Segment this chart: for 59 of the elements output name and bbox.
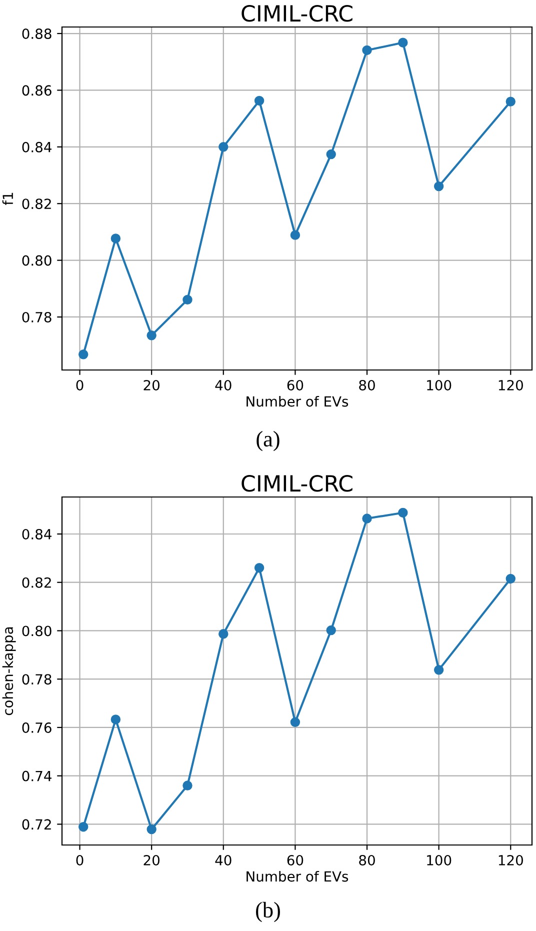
point	[218, 629, 228, 639]
point	[254, 96, 264, 106]
point	[254, 562, 264, 573]
point	[506, 96, 516, 106]
x-tick-label: 20	[144, 854, 160, 866]
x-tick-label: 80	[359, 854, 375, 866]
y-tick-label: 0.84	[22, 528, 52, 540]
point	[398, 508, 408, 518]
point	[146, 330, 156, 340]
point	[398, 38, 408, 48]
y-tick-label: 0.76	[22, 722, 52, 733]
chart-title: CIMIL-CRC	[242, 474, 352, 492]
point	[290, 230, 300, 240]
chart-title: CIMIL-CRC	[242, 4, 352, 22]
x-tick-label: 40	[215, 854, 232, 866]
x-axis-title: Number of EVs	[246, 396, 348, 407]
y-tick-label: 0.72	[22, 819, 51, 830]
y-tick-label: 0.80	[22, 255, 52, 266]
point	[326, 625, 336, 636]
point	[362, 45, 372, 56]
x-tick-label: 0	[76, 854, 84, 866]
x-tick-label: 0	[76, 380, 84, 390]
y-axis-title: cohen-kappa	[2, 627, 16, 716]
point	[434, 181, 444, 192]
y-tick-label: 0.82	[22, 577, 51, 588]
y-tick-label: 0.84	[22, 142, 52, 152]
point	[326, 149, 336, 160]
point	[110, 234, 121, 244]
point	[78, 822, 88, 832]
y-tick-label: 0.74	[22, 770, 52, 782]
x-tick-label: 120	[498, 380, 523, 390]
y-tick-label: 0.86	[22, 85, 52, 96]
x-tick-label: 60	[287, 380, 304, 390]
text: (b)	[256, 902, 280, 922]
x-tick-label: 80	[359, 380, 375, 390]
y-tick-label: 0.78	[22, 312, 52, 322]
x-tick-label: 100	[427, 854, 452, 866]
point	[182, 780, 192, 790]
x-tick-label: 100	[427, 380, 452, 390]
x-tick-label: 60	[287, 854, 304, 866]
point	[434, 665, 444, 675]
y-tick-label: 0.78	[22, 674, 52, 685]
y-tick-label: 0.82	[22, 198, 51, 210]
point	[78, 350, 88, 360]
point	[506, 574, 516, 584]
y-axis-title: f1	[2, 192, 13, 206]
point	[362, 514, 372, 524]
y-tick-label: 0.80	[22, 626, 52, 636]
y-tick-label: 0.88	[22, 28, 52, 39]
x-tick-label: 40	[215, 380, 232, 390]
x-axis-title: Number of EVs	[246, 870, 348, 882]
point	[182, 294, 192, 305]
x-tick-label: 20	[144, 380, 160, 390]
point	[290, 717, 300, 728]
point	[218, 142, 228, 152]
x-tick-label: 120	[498, 854, 523, 866]
point	[146, 824, 156, 834]
point	[110, 714, 121, 724]
text: (a)	[256, 430, 280, 452]
